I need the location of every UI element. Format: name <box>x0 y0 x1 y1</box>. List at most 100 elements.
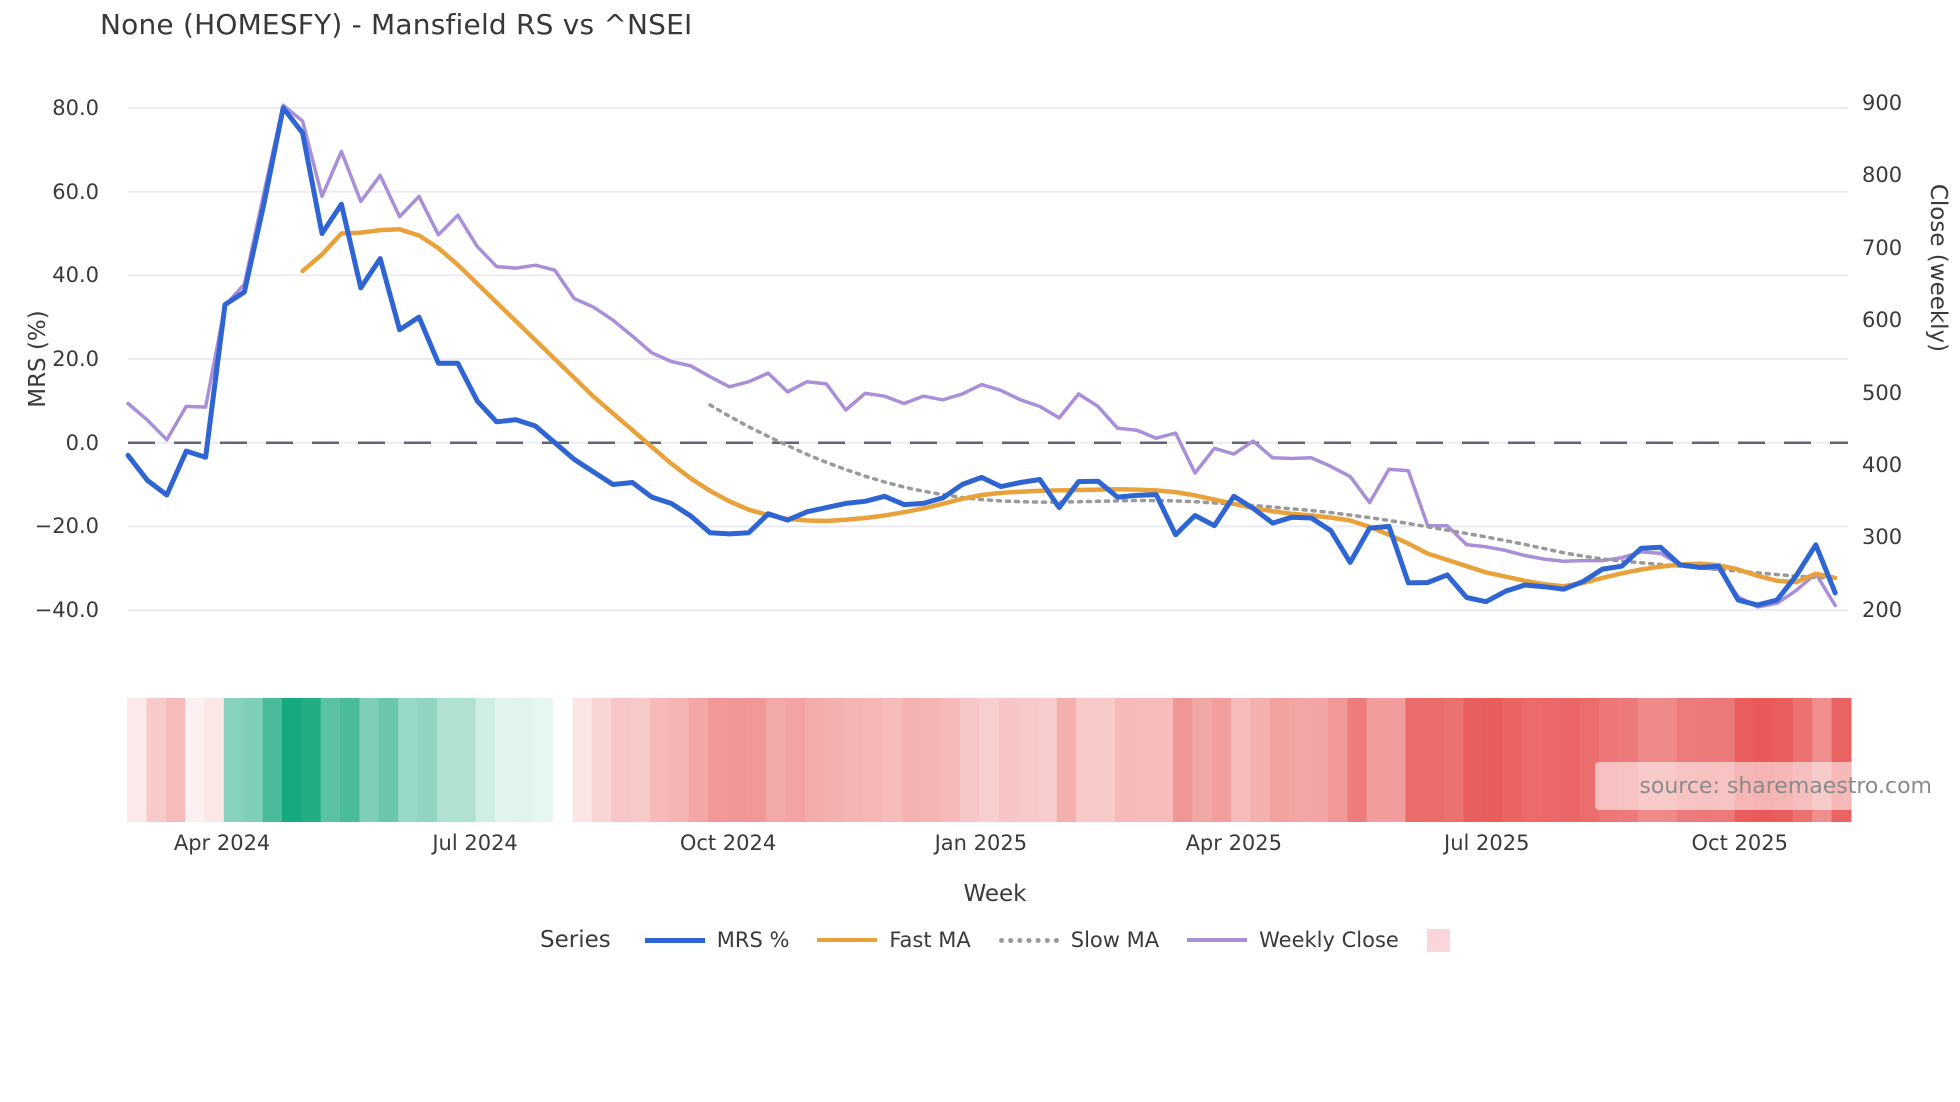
heatmap-cell <box>1192 698 1213 822</box>
heatmap-cell <box>998 698 1019 822</box>
heatmap-cell <box>843 698 864 822</box>
heatmap-cell <box>1308 698 1329 822</box>
heatmap-cell <box>185 698 206 822</box>
heatmap-cell <box>688 698 709 822</box>
legend-item-weekly-close: Weekly Close <box>1187 928 1399 952</box>
heatmap-cell <box>1463 698 1484 822</box>
chart-legend: Series MRS % Fast MA Slow MA Weekly Clos… <box>540 927 1450 953</box>
heatmap-cell <box>1172 698 1193 822</box>
y-left-tick-label: 60.0 <box>52 179 99 204</box>
y-right-tick-label: 500 <box>1862 380 1903 405</box>
legend-label-slow-ma: Slow MA <box>1070 928 1160 952</box>
heatmap-cell <box>1502 698 1523 822</box>
heatmap-cell <box>746 698 767 822</box>
heatmap-cell <box>1424 698 1445 822</box>
heatmap-cell <box>146 698 167 822</box>
heatmap-cell <box>940 698 961 822</box>
heatmap-cell <box>1579 698 1600 822</box>
heatmap-cell <box>882 698 903 822</box>
y-left-tick-label: −20.0 <box>34 514 99 539</box>
heatmap-cell <box>1076 698 1097 822</box>
heatmap-cell <box>1018 698 1038 822</box>
y-right-tick-label: 700 <box>1862 235 1903 260</box>
heatmap-strip <box>127 698 1852 822</box>
heatmap-cell <box>495 698 515 822</box>
heatmap-cell <box>649 698 670 822</box>
gridlines <box>128 106 1848 612</box>
y-left-tick-label: 20.0 <box>52 347 99 371</box>
legend-item-fast-ma: Fast MA <box>817 928 971 952</box>
heatmap-cell <box>1444 698 1465 822</box>
heatmap-cell <box>359 698 380 822</box>
y-right-tick-label: 200 <box>1862 597 1903 622</box>
heatmap-cell <box>127 698 147 822</box>
heatmap-cell <box>727 698 748 822</box>
heatmap-cell <box>979 698 1000 822</box>
chart-title: None (HOMESFY) - Mansfield RS vs ^NSEI <box>100 8 693 41</box>
heatmap-cell <box>1269 698 1290 822</box>
heatmap-cell <box>1250 698 1271 822</box>
heatmap-cell <box>378 698 399 822</box>
heatmap-cell <box>1231 698 1252 822</box>
heatmap-cell <box>921 698 942 822</box>
slow-ma-line-sample-icon <box>998 937 1059 943</box>
heatmap-cell <box>785 698 806 822</box>
heatmap-cell <box>1560 698 1581 822</box>
source-text: source: sharemaestro.com <box>1639 773 1932 799</box>
y-right-tick-label: 400 <box>1862 453 1903 477</box>
source-badge: source: sharemaestro.com <box>1595 762 1940 810</box>
x-tick-label: Apr 2025 <box>1185 831 1283 855</box>
heatmap-cell <box>1289 698 1310 822</box>
y-axis-label-right: Close (weekly) <box>1925 183 1951 353</box>
heatmap-cell <box>591 698 612 822</box>
heatmap-cell <box>804 698 825 822</box>
heatmap-cell <box>553 698 574 822</box>
legend-title: Series <box>540 927 611 953</box>
heatmap-swatch-icon <box>1426 928 1450 952</box>
heatmap-cell <box>436 698 457 822</box>
series-line-mrs- <box>125 105 1838 608</box>
heatmap-cell <box>533 698 554 822</box>
y-left-tick-label: −40.0 <box>34 598 99 623</box>
heatmap-cell <box>1541 698 1561 822</box>
y-left-tick-label: 40.0 <box>52 263 99 288</box>
x-axis-title: Week <box>963 881 1027 907</box>
heatmap-cell <box>1153 698 1174 822</box>
heatmap-cell <box>669 698 690 822</box>
x-tick-label: Jan 2025 <box>934 831 1028 855</box>
heatmap-cell <box>572 698 593 822</box>
x-tick-label: Apr 2024 <box>173 831 271 855</box>
heatmap-cell <box>398 698 419 822</box>
heatmap-cell <box>456 698 477 822</box>
heatmap-cell <box>1405 698 1426 822</box>
heatmap-cell <box>340 698 361 822</box>
heatmap-cell <box>1366 698 1387 822</box>
heatmap-cell <box>1386 698 1407 822</box>
heatmap-cell <box>1211 698 1232 822</box>
heatmap-cell <box>1056 698 1077 822</box>
weekly-close-line-sample-icon <box>1187 938 1248 942</box>
heatmap-cell <box>514 698 535 822</box>
x-tick-label: Oct 2024 <box>679 831 777 855</box>
heatmap-cell <box>901 698 922 822</box>
legend-item-mrs: MRS % <box>644 928 789 952</box>
heatmap-cell <box>475 698 496 822</box>
heatmap-cell <box>204 698 225 822</box>
legend-label-weekly-close: Weekly Close <box>1259 928 1399 952</box>
y-right-tick-label: 300 <box>1862 525 1903 550</box>
heatmap-cell <box>1327 698 1348 822</box>
heatmap-cell <box>1347 698 1368 822</box>
heatmap-cell <box>1037 698 1058 822</box>
heatmap-cell <box>1095 698 1116 822</box>
y-right-tick-label: 900 <box>1862 91 1903 115</box>
heatmap-cell <box>281 698 302 822</box>
heatmap-cell <box>1521 698 1542 822</box>
heatmap-cell <box>959 698 980 822</box>
heatmap-cell <box>708 698 729 822</box>
heatmap-cell <box>262 698 283 822</box>
y-left-tick-label: 80.0 <box>52 95 99 120</box>
legend-label-fast-ma: Fast MA <box>889 928 971 952</box>
heatmap-cell <box>824 698 845 822</box>
heatmap-cell <box>1134 698 1155 822</box>
